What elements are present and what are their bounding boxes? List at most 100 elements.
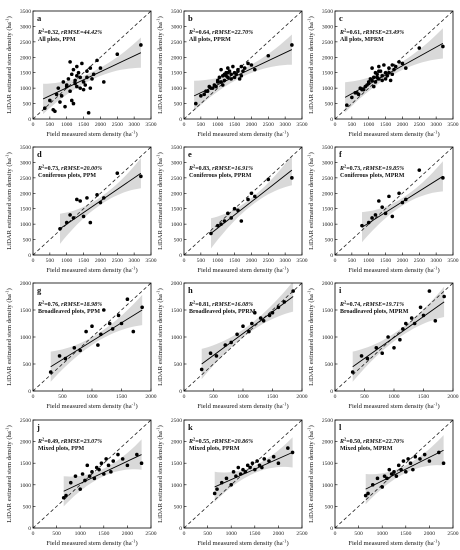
y-tick-label: 1500 [20, 71, 31, 77]
panel-letter: d [37, 149, 42, 159]
data-point [250, 321, 254, 326]
x-tick-label: 500 [354, 531, 363, 537]
data-point [212, 491, 217, 496]
x-tick-label: 1500 [418, 394, 429, 400]
data-point [226, 70, 230, 75]
y-tick-label: 0 [28, 253, 31, 259]
x-axis-label: Field measured stem density (ha-1) [46, 266, 137, 275]
data-point [76, 70, 81, 75]
data-point [291, 289, 295, 293]
x-tick-label: 2500 [112, 122, 123, 128]
x-tick-label: 500 [58, 394, 67, 400]
data-point [220, 83, 225, 87]
data-point [377, 69, 381, 73]
y-tick-label: 500 [174, 362, 183, 368]
y-tick-label: 500 [23, 504, 32, 510]
one-to-one-line [334, 146, 454, 256]
data-point [241, 324, 245, 329]
y-tick-label: 1500 [322, 308, 333, 314]
y-tick-label: 2500 [171, 40, 182, 46]
data-point [400, 200, 405, 205]
y-tick-label: 3000 [322, 24, 333, 30]
y-tick-label: 2000 [20, 281, 31, 287]
data-point [377, 199, 381, 203]
y-tick-label: 0 [330, 526, 333, 532]
data-point [68, 60, 72, 64]
x-tick-label: 0 [334, 531, 337, 537]
model-description: Broadleaved plots, PPM [38, 309, 100, 315]
y-tick-label: 3000 [171, 24, 182, 30]
x-tick-label: 1500 [380, 258, 391, 264]
regression-line [365, 449, 444, 490]
panel-g: 0 500 1000 1500 2000 0 500 1000 1500 2000 g R2=0.76… [5, 281, 157, 410]
model-description: All plots, PPM [38, 37, 76, 43]
data-point [219, 80, 223, 84]
data-point [374, 346, 379, 350]
data-point [385, 74, 390, 78]
x-tick-label: 2000 [95, 258, 106, 264]
axes-frame [32, 10, 152, 120]
data-point [353, 90, 358, 95]
data-point [282, 300, 287, 304]
data-point [109, 470, 113, 474]
data-point [373, 80, 378, 84]
data-point [202, 92, 207, 97]
fit-statistics: R2=0.74, rRMSE=19.71% [339, 300, 404, 308]
data-point [209, 231, 213, 236]
model-description: Broadleaved plots, MPRM [340, 309, 409, 315]
data-point [68, 480, 73, 485]
x-tick-label: 3000 [129, 258, 140, 264]
y-tick-label: 2500 [20, 418, 31, 424]
data-point [418, 305, 423, 310]
data-point [260, 465, 264, 470]
data-point [387, 66, 391, 70]
data-point [78, 86, 82, 90]
data-point [387, 70, 391, 75]
data-point [61, 80, 66, 84]
data-point [360, 223, 364, 228]
data-point [139, 461, 144, 466]
data-point [75, 84, 79, 89]
data-point [257, 463, 262, 468]
data-point [208, 351, 213, 356]
data-point [399, 467, 403, 472]
y-tick-label: 3500 [20, 145, 31, 151]
y-tick-label: 3500 [322, 9, 333, 15]
y-axis-label: LiDAR estimated stem density (ha-1) [5, 16, 14, 114]
data-point [390, 72, 395, 77]
data-point [69, 72, 74, 77]
x-tick-label: 1500 [78, 122, 89, 128]
data-point [392, 67, 396, 72]
one-to-one-line [32, 419, 152, 529]
data-point [95, 193, 99, 197]
axes-frame [183, 10, 303, 120]
data-point [83, 83, 88, 87]
data-point [229, 340, 233, 345]
y-tick-label: 2000 [20, 440, 31, 446]
y-tick-label: 500 [174, 504, 183, 510]
data-point [234, 474, 238, 478]
data-point [63, 104, 67, 109]
one-to-one-line [32, 146, 152, 256]
data-point [64, 220, 69, 225]
data-point [88, 220, 93, 225]
data-point [398, 337, 402, 342]
data-point [58, 226, 62, 231]
x-tick-label: 3000 [431, 122, 442, 128]
data-point [119, 321, 124, 326]
y-tick-label: 0 [28, 526, 31, 532]
model-description: All plots, PPRM [189, 37, 231, 43]
data-point [88, 66, 93, 70]
data-point [72, 346, 77, 350]
data-point [73, 474, 78, 478]
data-point [418, 457, 422, 461]
data-point [382, 474, 387, 478]
axes-frame [334, 419, 454, 529]
data-point [131, 329, 136, 334]
data-point [104, 457, 108, 461]
x-tick-label: 500 [46, 122, 55, 128]
data-point [266, 177, 271, 182]
x-tick-label: 2000 [145, 394, 156, 400]
data-point [71, 67, 76, 72]
y-axis-label: LiDAR estimated stem density (ha-1) [307, 288, 316, 386]
